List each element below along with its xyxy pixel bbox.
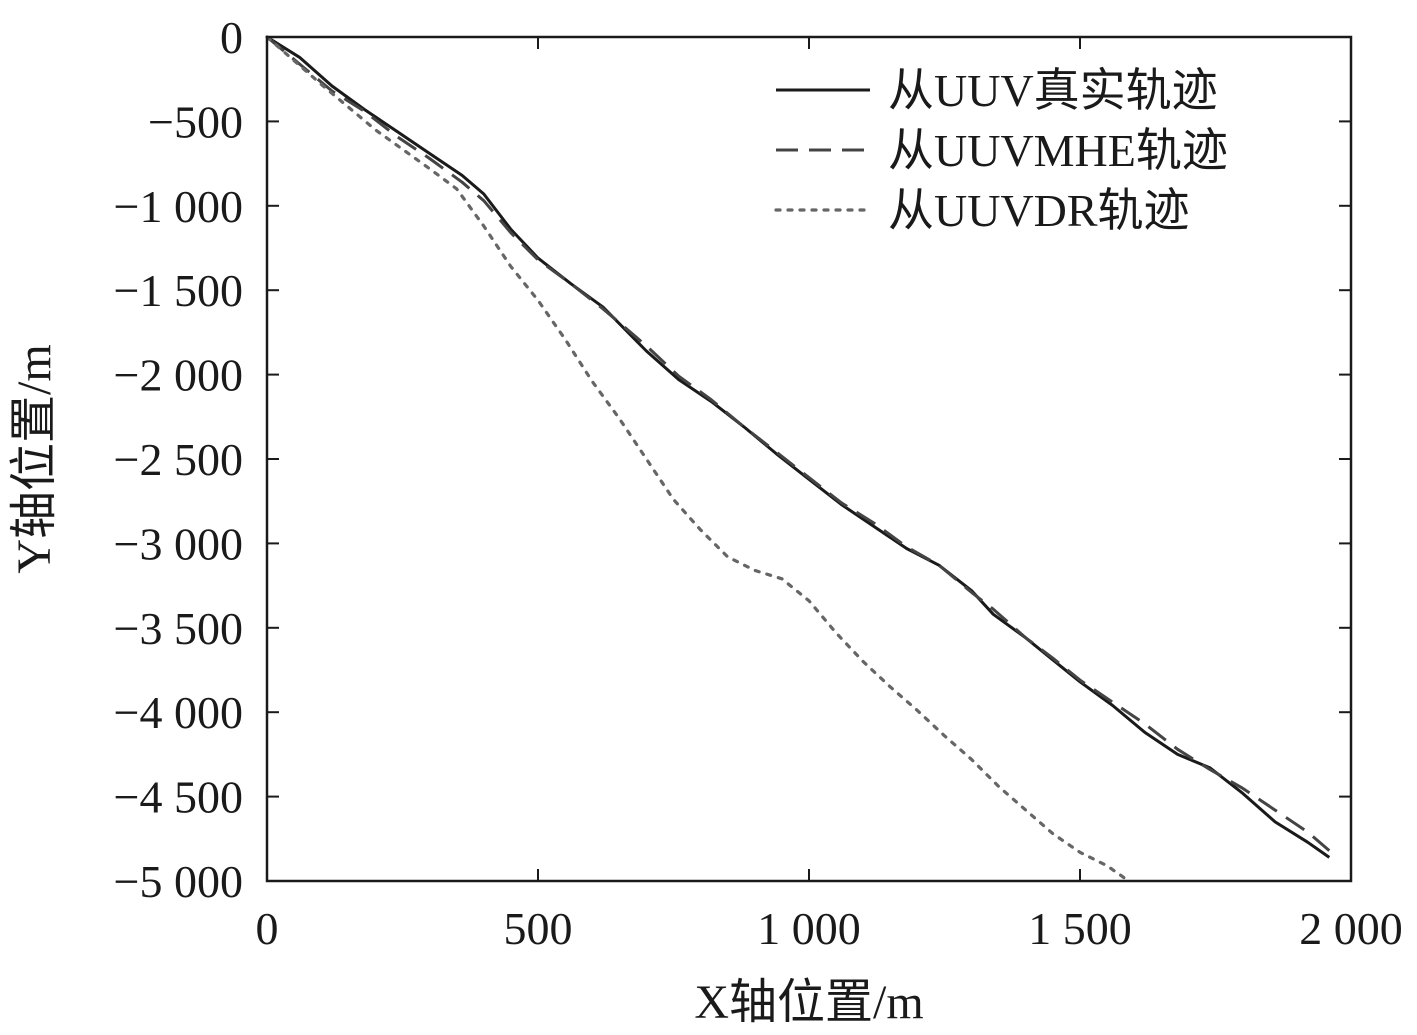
x-tick-label: 1 500 bbox=[1028, 903, 1132, 954]
y-axis-title: Y轴位置/m bbox=[8, 344, 61, 573]
y-tick-label: −3 500 bbox=[114, 603, 243, 654]
x-tick-label: 1 000 bbox=[757, 903, 861, 954]
x-tick-label: 0 bbox=[256, 903, 279, 954]
y-tick-label: −500 bbox=[148, 96, 243, 147]
y-tick-label: −2 000 bbox=[114, 350, 243, 401]
x-tick-label: 500 bbox=[504, 903, 573, 954]
y-tick-label: −5 000 bbox=[114, 856, 243, 907]
y-tick-label: −4 000 bbox=[114, 687, 243, 738]
series-line-dotted bbox=[265, 35, 1131, 883]
y-tick-label: −2 500 bbox=[114, 434, 243, 485]
y-tick-label: −1 000 bbox=[114, 181, 243, 232]
legend-label: 从UUVMHE轨迹 bbox=[888, 125, 1228, 176]
y-tick-label: 0 bbox=[220, 12, 243, 63]
y-tick-label: −1 500 bbox=[114, 265, 243, 316]
x-tick-label: 2 000 bbox=[1299, 903, 1403, 954]
legend-label: 从UUV真实轨迹 bbox=[888, 65, 1218, 116]
x-axis-title: X轴位置/m bbox=[694, 976, 923, 1029]
series-line-dashed bbox=[266, 35, 1331, 852]
legend-label: 从UUVDR轨迹 bbox=[888, 185, 1190, 236]
y-tick-label: −4 500 bbox=[114, 772, 243, 823]
y-tick-label: −3 000 bbox=[114, 518, 243, 569]
